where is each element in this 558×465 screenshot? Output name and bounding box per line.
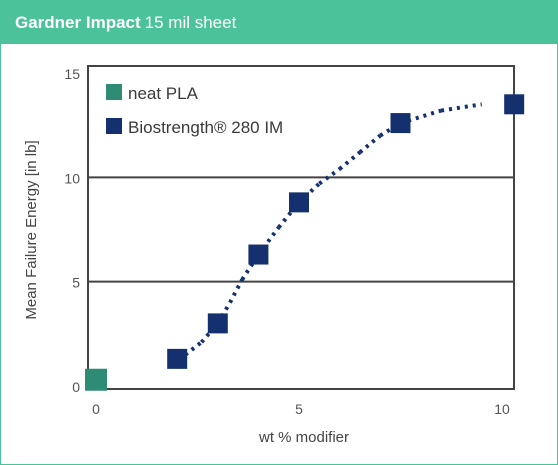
grid-layer — [88, 176, 514, 283]
data-point-biostrength — [390, 113, 411, 134]
legend-swatch-neat-pla — [106, 84, 122, 100]
y-axis-label: Mean Failure Energy [in lb] — [23, 140, 40, 319]
trend-segment — [318, 167, 341, 186]
chart-title-light: 15 mil sheet — [144, 13, 237, 32]
legend: neat PLA Biostrength® 280 IM — [106, 84, 283, 137]
y-tick-label: 5 — [72, 275, 80, 291]
x-tick-label: 0 — [92, 401, 100, 417]
legend-label-biostrength: Biostrength® 280 IM — [128, 118, 283, 137]
data-point-biostrength — [289, 192, 309, 213]
x-tick-label: 10 — [494, 401, 510, 417]
data-point-biostrength — [248, 244, 269, 265]
y-tick-label: 15 — [64, 66, 80, 82]
trend-segment — [338, 150, 362, 171]
data-point-biostrength — [167, 348, 188, 369]
x-tick-label: 5 — [295, 401, 303, 417]
data-point-biostrength — [207, 313, 228, 334]
trend-segment — [228, 278, 244, 304]
trend-segment — [358, 134, 382, 154]
data-point-biostrength — [504, 94, 525, 115]
trend-layer — [184, 102, 483, 357]
points-layer — [85, 94, 525, 391]
trend-segment — [256, 226, 281, 256]
y-tick-label: 10 — [64, 170, 80, 186]
chart-title-bold: Gardner Impact — [15, 13, 141, 32]
legend-swatch-biostrength — [106, 118, 122, 134]
ticks-layer: 0 5 10 15 0 5 10 — [64, 66, 510, 417]
trend-segment — [184, 340, 203, 357]
trend-segment — [440, 102, 483, 113]
plot-frame — [87, 65, 515, 390]
legend-label-neat-pla: neat PLA — [128, 84, 199, 103]
x-axis-label: wt % modifier — [258, 429, 349, 446]
data-point-neat-pla — [85, 368, 107, 391]
y-tick-label: 0 — [72, 379, 80, 395]
chart-header: Gardner Impact 15 mil sheet — [1, 1, 557, 44]
